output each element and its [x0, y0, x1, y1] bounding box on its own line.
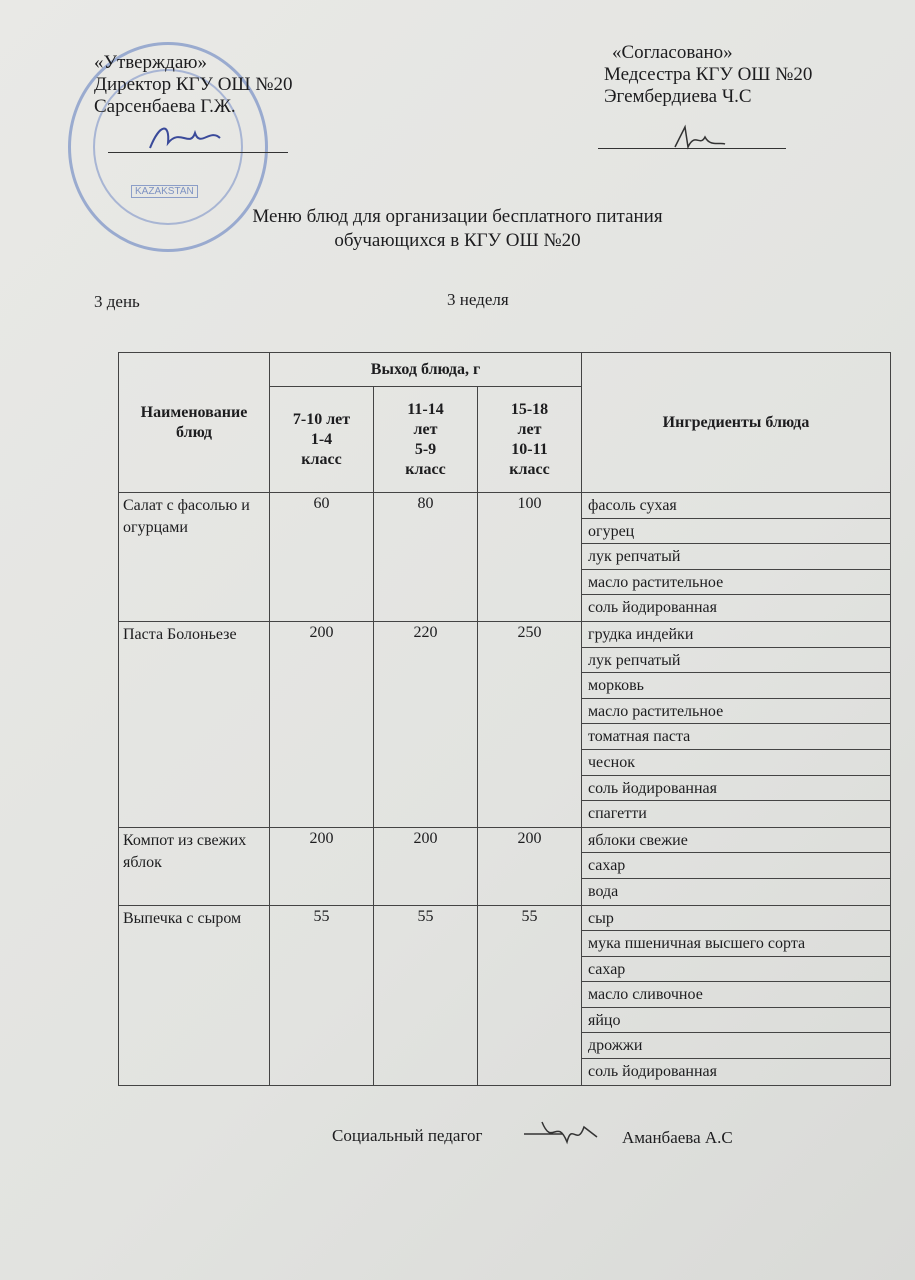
ingredient-item: масло растительное	[582, 570, 890, 596]
ingredient-item: вода	[588, 882, 619, 900]
header-age-group: 7-10 лет 1-4 класс	[269, 386, 374, 493]
dish-name: Выпечка с сыром	[118, 904, 270, 1086]
agreement-signature-line	[598, 148, 786, 149]
age-group-line: 15-18	[510, 400, 549, 418]
approval-block: «Утверждаю» Директор КГУ ОШ №20 Сарсенба…	[94, 52, 292, 118]
ingredient-list: сыр мука пшеничная высшего сорта сахар масл…	[581, 904, 891, 1086]
menu-table: Наименование блюд Выход блюда, г Ингреди…	[118, 352, 891, 1086]
portion-weight: 80	[373, 492, 478, 622]
ingredient-item: сахар	[582, 957, 890, 983]
ingredient-item: масло сливочное	[582, 982, 890, 1008]
portion-weight: 250	[477, 620, 582, 828]
portion-weight: 100	[477, 492, 582, 622]
agreement-block: «Согласовано» Медсестра КГУ ОШ №20 Эгемб…	[604, 42, 812, 108]
portion-weight: 200	[269, 826, 374, 906]
approval-name: Сарсенбаева Г.Ж.	[94, 96, 236, 117]
age-group-line: лет	[413, 420, 438, 438]
table-row: Компот из свежих яблок 200 200 200 яблоки св…	[118, 826, 891, 906]
ingredient-item: яйцо	[582, 1008, 890, 1034]
age-group-line: класс	[301, 450, 342, 468]
ingredient-item: морковь	[582, 673, 890, 699]
week-label: 3 неделя	[447, 290, 509, 309]
ingredient-item: соль йодированная	[588, 1063, 718, 1081]
ingredient-item: сыр	[582, 906, 890, 932]
approval-heading: «Утверждаю»	[94, 52, 207, 73]
ingredient-item: соль йодированная	[582, 776, 890, 802]
agreement-position: Медсестра КГУ ОШ №20	[604, 64, 813, 85]
table-row: Салат с фасолью и огурцами 60 80 100 фасоль …	[118, 492, 891, 622]
approval-signature-line	[108, 152, 288, 153]
portion-weight: 55	[477, 904, 582, 1086]
director-signature	[149, 127, 221, 149]
age-group-line: 7-10 лет	[292, 410, 351, 428]
ingredient-item: масло растительное	[582, 699, 890, 725]
ingredient-item: дрожжи	[582, 1033, 890, 1060]
ingredient-item: сахар	[582, 853, 890, 879]
agreement-name: Эгембердиева Ч.С	[604, 86, 752, 107]
table-row: Паста Болоньезе 200 220 250 грудка индейки лу…	[118, 620, 891, 828]
header-age-group: 11-14 лет 5-9 класс	[373, 386, 478, 493]
age-group-line: 1-4	[310, 430, 333, 448]
portion-weight: 220	[373, 620, 478, 828]
ingredient-item: яблоки свежие	[582, 828, 890, 854]
header-dish-name: Наименование блюд	[118, 352, 270, 493]
official-stamp: KAZAKSTAN	[68, 42, 268, 252]
age-group-line: 5-9	[414, 440, 437, 458]
ingredient-item: мука пшеничная высшего сорта	[582, 931, 890, 957]
ingredient-item: лук репчатый	[582, 648, 890, 674]
ingredient-item: огурец	[582, 519, 890, 545]
ingredient-list: грудка индейки лук репчатый морковь масло р…	[581, 620, 891, 828]
document-title: Меню блюд для организации бесплатного пи…	[0, 205, 915, 253]
header-age-group: 15-18 лет 10-11 класс	[477, 386, 582, 493]
agreement-heading: «Согласовано»	[612, 42, 733, 63]
dish-name: Паста Болоньезе	[118, 620, 270, 828]
age-group-line: класс	[405, 460, 446, 478]
ingredient-list: фасоль сухая огурец лук репчатый масло раст…	[581, 492, 891, 622]
ingredient-item: чеснок	[582, 750, 890, 776]
approval-position: Директор КГУ ОШ №20	[94, 74, 293, 95]
day-label: 3 день	[94, 292, 140, 311]
header-output: Выход блюда, г	[269, 352, 582, 387]
header-ingredients: Ингредиенты блюда	[581, 352, 891, 493]
portion-weight: 200	[373, 826, 478, 906]
ingredient-list: яблоки свежие сахар вода	[581, 826, 891, 906]
table-row: Выпечка с сыром 55 55 55 сыр мука пшеничная в…	[118, 904, 891, 1086]
footer-name: Аманбаева А.С	[622, 1128, 733, 1147]
age-group-line: 10-11	[511, 440, 548, 458]
portion-weight: 200	[477, 826, 582, 906]
age-group-line: класс	[509, 460, 550, 478]
stamp-text: KAZAKSTAN	[131, 185, 198, 198]
ingredient-item: фасоль сухая	[582, 493, 890, 519]
portion-weight: 60	[269, 492, 374, 622]
ingredient-item: спагетти	[588, 805, 647, 823]
title-line-1: Меню блюд для организации бесплатного пи…	[252, 206, 663, 227]
portion-weight: 55	[373, 904, 478, 1086]
ingredient-item: грудка индейки	[582, 622, 890, 648]
nurse-signature	[674, 124, 726, 150]
ingredient-item: соль йодированная	[588, 599, 718, 617]
ingredient-item: лук репчатый	[582, 544, 890, 570]
footer-role: Социальный педагог	[332, 1126, 483, 1145]
dish-name: Компот из свежих яблок	[118, 826, 270, 906]
age-group-line: лет	[517, 420, 542, 438]
ingredient-item: томатная паста	[582, 724, 890, 750]
portion-weight: 200	[269, 620, 374, 828]
title-line-2: обучающихся в КГУ ОШ №20	[334, 230, 581, 251]
portion-weight: 55	[269, 904, 374, 1086]
dish-name: Салат с фасолью и огурцами	[118, 492, 270, 622]
pedagogue-signature	[524, 1121, 598, 1145]
age-group-line: 11-14	[407, 400, 444, 418]
